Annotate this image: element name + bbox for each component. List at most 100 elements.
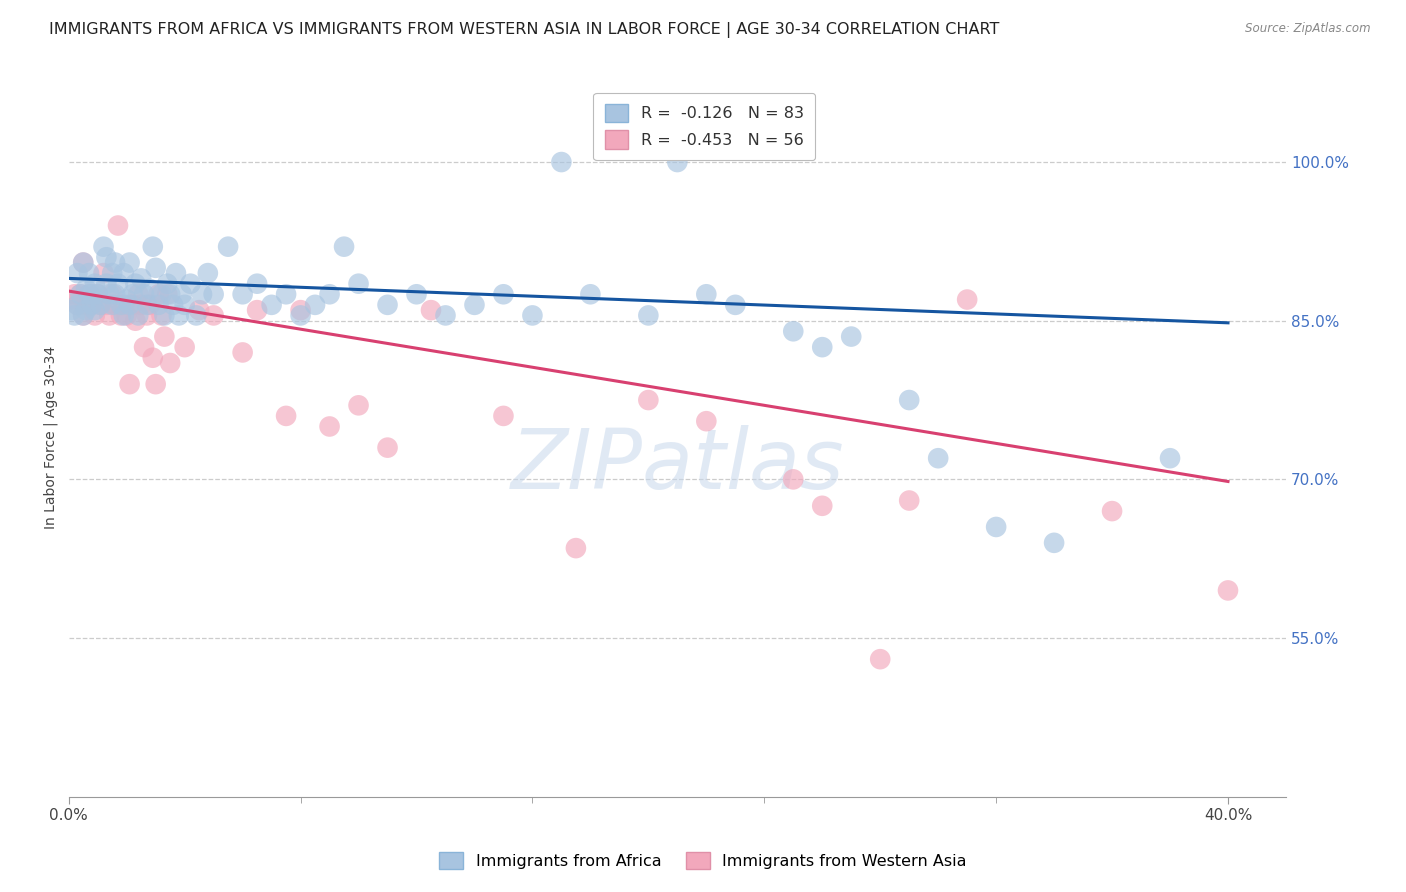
Point	[898, 392, 921, 407]
Point	[66, 298, 89, 312]
Point	[66, 266, 89, 280]
Y-axis label: In Labor Force | Age 30-34: In Labor Force | Age 30-34	[44, 345, 58, 529]
Point	[115, 293, 138, 307]
Point	[492, 287, 515, 301]
Point	[159, 287, 181, 301]
Point	[69, 287, 91, 301]
Point	[179, 277, 201, 291]
Point	[96, 250, 118, 264]
Point	[80, 298, 103, 312]
Point	[170, 287, 193, 301]
Point	[66, 298, 89, 312]
Point	[420, 303, 443, 318]
Point	[191, 287, 214, 301]
Point	[93, 240, 115, 254]
Legend: Immigrants from Africa, Immigrants from Western Asia: Immigrants from Africa, Immigrants from …	[433, 846, 973, 875]
Point	[139, 298, 162, 312]
Point	[274, 409, 297, 423]
Legend: R =  -0.126   N = 83, R =  -0.453   N = 56: R = -0.126 N = 83, R = -0.453 N = 56	[593, 93, 815, 160]
Point	[75, 282, 97, 296]
Point	[96, 277, 118, 291]
Point	[118, 377, 141, 392]
Point	[145, 260, 167, 275]
Point	[811, 340, 834, 354]
Point	[69, 287, 91, 301]
Point	[83, 303, 105, 318]
Point	[136, 298, 159, 312]
Point	[434, 309, 457, 323]
Point	[77, 266, 100, 280]
Point	[129, 271, 152, 285]
Point	[129, 298, 152, 312]
Point	[121, 287, 143, 301]
Point	[63, 309, 86, 323]
Point	[127, 309, 149, 323]
Point	[782, 324, 804, 338]
Point	[695, 414, 717, 428]
Point	[107, 219, 129, 233]
Point	[104, 287, 127, 301]
Text: IMMIGRANTS FROM AFRICA VS IMMIGRANTS FROM WESTERN ASIA IN LABOR FORCE | AGE 30-3: IMMIGRANTS FROM AFRICA VS IMMIGRANTS FRO…	[49, 22, 1000, 38]
Point	[72, 309, 94, 323]
Point	[104, 255, 127, 269]
Point	[77, 287, 100, 301]
Point	[118, 255, 141, 269]
Point	[162, 298, 184, 312]
Point	[80, 287, 103, 301]
Point	[246, 303, 269, 318]
Point	[77, 287, 100, 301]
Point	[666, 155, 689, 169]
Point	[637, 309, 659, 323]
Point	[377, 441, 399, 455]
Point	[318, 287, 340, 301]
Point	[83, 277, 105, 291]
Point	[579, 287, 602, 301]
Point	[101, 287, 124, 301]
Point	[246, 277, 269, 291]
Text: Source: ZipAtlas.com: Source: ZipAtlas.com	[1246, 22, 1371, 36]
Point	[132, 287, 155, 301]
Point	[377, 298, 399, 312]
Point	[1159, 451, 1181, 466]
Point	[60, 293, 83, 307]
Point	[75, 303, 97, 318]
Point	[136, 309, 159, 323]
Point	[173, 298, 195, 312]
Point	[492, 409, 515, 423]
Point	[984, 520, 1007, 534]
Point	[1216, 583, 1239, 598]
Point	[839, 329, 862, 343]
Point	[188, 303, 211, 318]
Point	[118, 298, 141, 312]
Point	[159, 356, 181, 370]
Point	[304, 298, 326, 312]
Point	[110, 309, 132, 323]
Point	[165, 266, 187, 280]
Point	[202, 287, 225, 301]
Point	[98, 287, 121, 301]
Point	[139, 282, 162, 296]
Point	[148, 287, 170, 301]
Point	[927, 451, 949, 466]
Point	[956, 293, 979, 307]
Point	[98, 309, 121, 323]
Point	[1101, 504, 1123, 518]
Point	[90, 298, 112, 312]
Text: ZIPatlas: ZIPatlas	[510, 425, 844, 507]
Point	[72, 255, 94, 269]
Point	[80, 298, 103, 312]
Point	[101, 298, 124, 312]
Point	[898, 493, 921, 508]
Point	[127, 287, 149, 301]
Point	[115, 309, 138, 323]
Point	[63, 287, 86, 301]
Point	[522, 309, 544, 323]
Point	[112, 266, 135, 280]
Point	[148, 298, 170, 312]
Point	[695, 287, 717, 301]
Point	[333, 240, 356, 254]
Point	[186, 309, 208, 323]
Point	[1043, 536, 1066, 550]
Point	[101, 266, 124, 280]
Point	[96, 298, 118, 312]
